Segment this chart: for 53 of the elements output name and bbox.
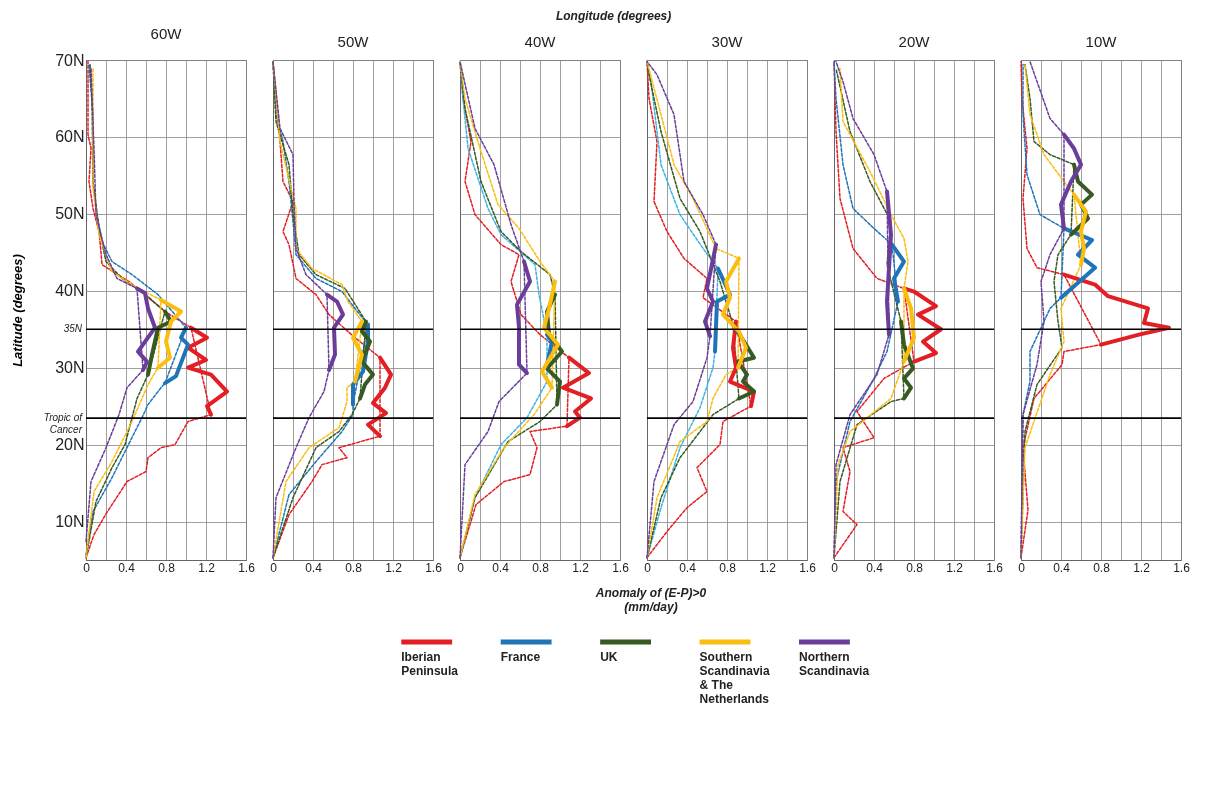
text: Anomaly of (E-P)>0 (mm/day) xyxy=(594,586,707,614)
x-tick-label: 1.2 xyxy=(572,560,590,575)
x-tick-label: 0.4 xyxy=(866,560,884,575)
x-tick-label: 0.8 xyxy=(719,560,737,575)
x-tick-label: 0 xyxy=(270,560,278,575)
x-tick-label: 0.4 xyxy=(1053,560,1071,575)
chart-title: 20W xyxy=(898,33,931,50)
chart-title: 10W xyxy=(1085,33,1118,50)
legend-label: UK xyxy=(600,650,618,664)
x-tick-label: 1.2 xyxy=(1133,560,1151,575)
y-tick-label: 30N xyxy=(55,359,85,377)
chart-title: 30W xyxy=(711,33,744,50)
chart-title: 50W xyxy=(337,33,370,50)
x-tick-label: 0.8 xyxy=(158,560,176,575)
ref-line-label: 35N xyxy=(63,323,83,335)
x-tick-label: 0 xyxy=(644,560,652,575)
x-tick-label: 1.6 xyxy=(799,560,817,575)
x-tick-label: 1.6 xyxy=(238,560,256,575)
x-tick-label: 0.4 xyxy=(118,560,136,575)
ref-line-label: Tropic of Cancer xyxy=(43,412,84,436)
x-tick-label: 1.6 xyxy=(612,560,630,575)
x-tick-label: 0.8 xyxy=(532,560,550,575)
y-tick-label: 70N xyxy=(55,51,85,69)
y-tick-label: 60N xyxy=(55,128,85,146)
x-tick-label: 0 xyxy=(831,560,839,575)
legend-label: Northern Scandinavia xyxy=(799,650,870,678)
y-tick-label: 40N xyxy=(55,282,85,300)
text: Longitude (degrees) xyxy=(555,8,672,23)
x-tick-label: 1.2 xyxy=(759,560,777,575)
x-tick-label: 1.6 xyxy=(1173,560,1191,575)
x-tick-label: 1.2 xyxy=(385,560,403,575)
x-tick-label: 1.2 xyxy=(198,560,216,575)
chart-title: 40W xyxy=(524,33,557,50)
x-tick-label: 0.8 xyxy=(906,560,924,575)
legend-label: Southern Scandinavia & The Netherlands xyxy=(699,650,770,706)
x-tick-label: 0.4 xyxy=(492,560,510,575)
y-tick-label: 50N xyxy=(55,205,85,223)
y-tick-label: 20N xyxy=(55,436,85,454)
x-tick-label: 0.4 xyxy=(305,560,323,575)
x-tick-label: 1.6 xyxy=(425,560,443,575)
legend-label: France xyxy=(500,650,541,664)
chart-title: 60W xyxy=(150,25,183,42)
x-tick-label: 0.8 xyxy=(1093,560,1111,575)
x-tick-label: 0.4 xyxy=(679,560,697,575)
x-tick-label: 0.8 xyxy=(345,560,363,575)
y-tick-label: 10N xyxy=(55,513,85,531)
y-axis-title: Latitude (degrees) xyxy=(10,254,26,367)
x-tick-label: 1.6 xyxy=(986,560,1004,575)
x-tick-label: 0 xyxy=(457,560,465,575)
x-tick-label: 0 xyxy=(83,560,91,575)
legend-label: Iberian Peninsula xyxy=(401,650,459,678)
x-tick-label: 0 xyxy=(1018,560,1026,575)
x-tick-label: 1.2 xyxy=(946,560,964,575)
